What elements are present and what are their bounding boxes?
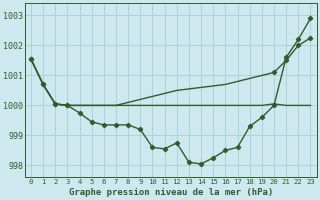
X-axis label: Graphe pression niveau de la mer (hPa): Graphe pression niveau de la mer (hPa) (68, 188, 273, 197)
